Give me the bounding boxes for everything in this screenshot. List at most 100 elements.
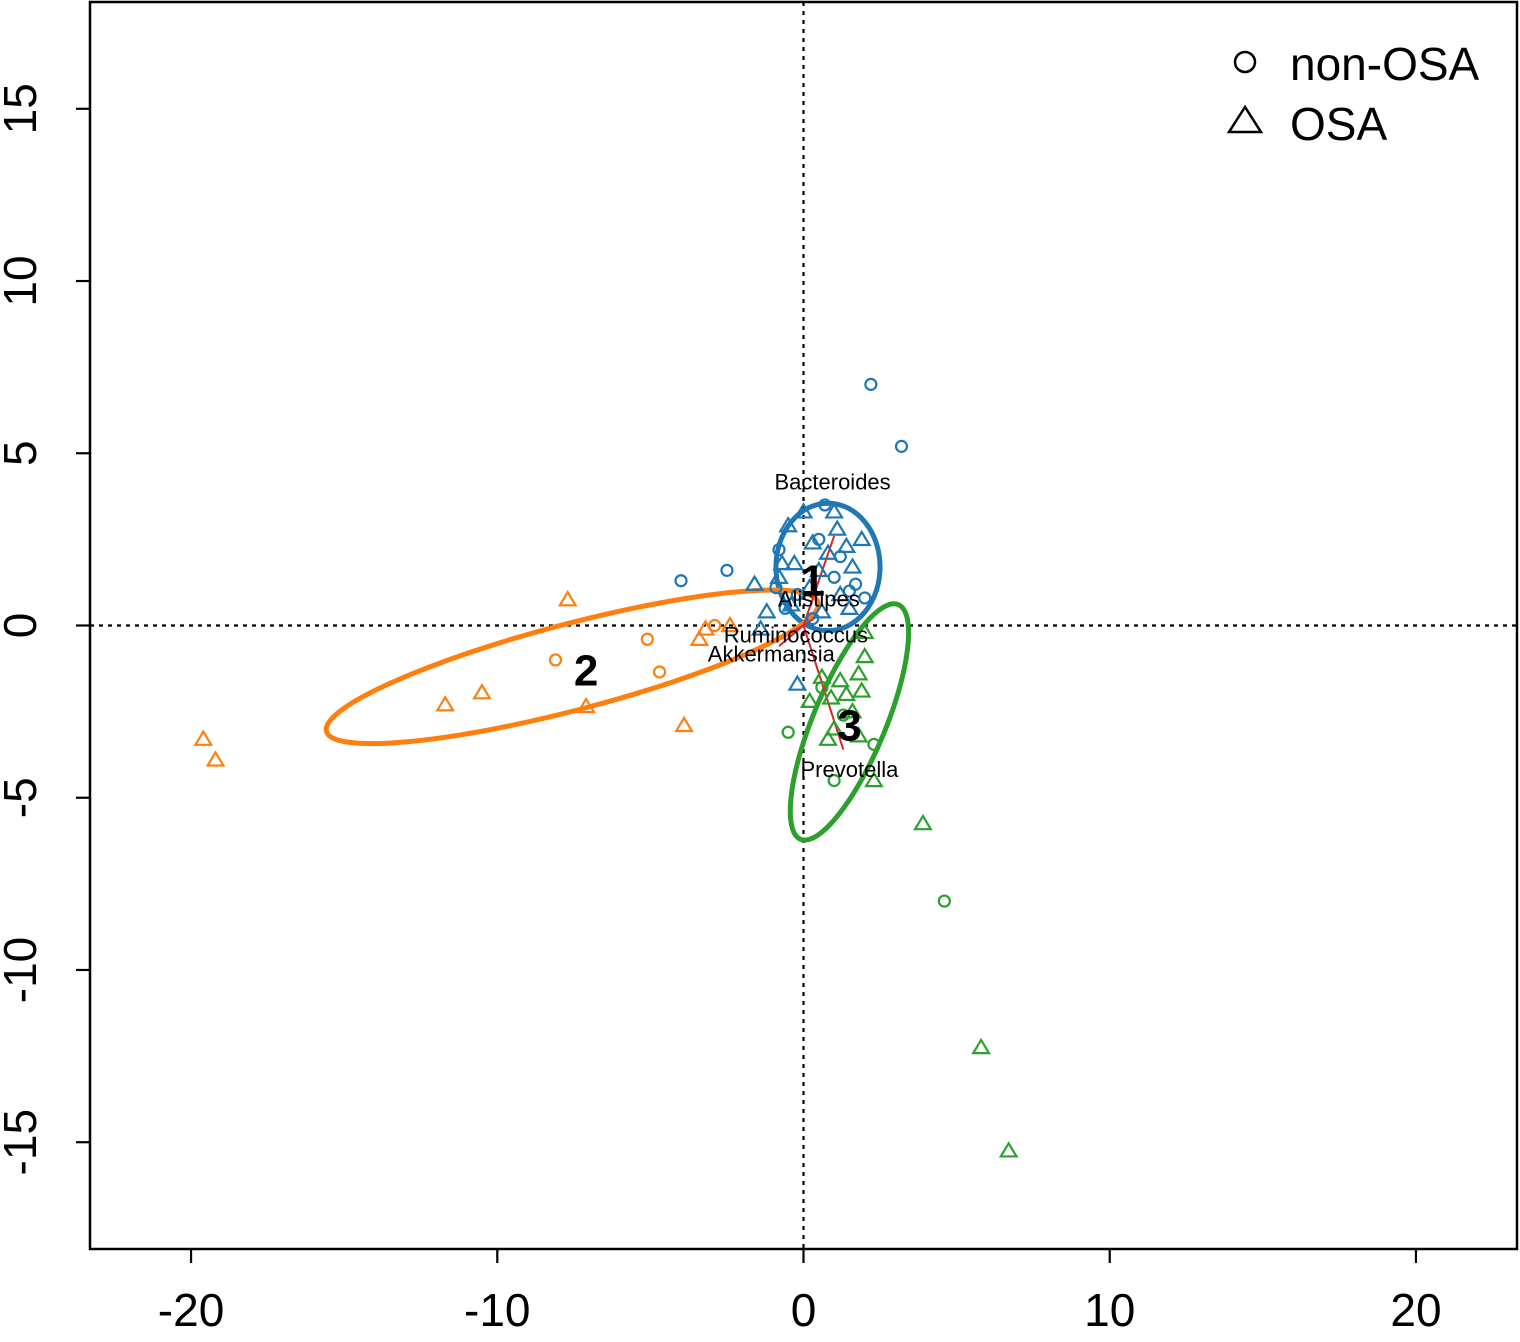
- genus-labels: Bacteroides Alistipes RuminococcusAkkerman…: [708, 469, 899, 782]
- legend: non-OSA OSA: [1226, 38, 1480, 150]
- cluster-2-osa-point-13: [720, 615, 740, 633]
- cluster-3-label: 3: [837, 701, 861, 750]
- cluster-1-non-osa-point-7: [790, 587, 804, 602]
- cluster-3-osa-point-22: [998, 1141, 1019, 1158]
- cluster-1-non-osa-point-1: [894, 439, 909, 453]
- cluster-1-label: 1: [800, 557, 824, 606]
- y-tick-label-0: -15: [0, 1109, 46, 1175]
- cluster-1-osa-point-17: [824, 502, 844, 519]
- cluster-3-osa-point-12: [836, 684, 857, 702]
- cluster-3-osa-point-16: [824, 719, 844, 736]
- x-tick-label-0: -20: [158, 1284, 224, 1336]
- cluster-1-osa-point-35: [787, 674, 808, 691]
- y-tick-label-6: 15: [0, 83, 46, 134]
- cluster-3-osa-point-8: [848, 664, 869, 681]
- cluster-3-non-osa-point-1: [827, 773, 841, 788]
- cluster-3-non-osa-point-5: [836, 708, 850, 722]
- data-points: [193, 377, 1019, 1158]
- loading-arrow-4: [802, 625, 845, 750]
- genus-label-alistipes: Alistipes: [778, 587, 860, 612]
- cluster-2-non-osa-point-0: [640, 632, 654, 646]
- cluster-2-osa-point-5: [205, 750, 226, 767]
- cluster-3-osa-point-11: [851, 681, 872, 698]
- loading-arrow-0: [802, 535, 836, 626]
- cluster-2-osa-point-6: [435, 695, 456, 712]
- cluster-1-osa-point-33: [750, 619, 771, 636]
- cluster-1-non-osa-point-9: [858, 591, 872, 605]
- cluster-labels: 1 2 3: [574, 557, 862, 751]
- x-axis: -20 -10 0 10 20: [158, 1249, 1442, 1336]
- cluster-ellipses: [323, 500, 912, 843]
- cluster-2-label: 2: [574, 646, 598, 695]
- cluster-1-osa-point-30: [830, 584, 851, 602]
- cluster-1-osa-point-20: [851, 529, 872, 547]
- cluster-2-osa-point-10: [674, 715, 694, 733]
- cluster-2-ellipse: [323, 587, 821, 747]
- cluster-3-osa-point-18: [818, 729, 838, 746]
- cluster-3-osa-point-9: [830, 670, 851, 688]
- cluster-1-non-osa-point-4: [720, 563, 734, 577]
- cluster-1-osa-point-24: [784, 553, 805, 571]
- cluster-1-non-osa-point-12: [806, 612, 820, 626]
- cluster-2-osa-point-9: [576, 696, 596, 714]
- y-axis: -15 -10 -5 0 5 10 15: [0, 83, 90, 1175]
- cluster-1-osa-point-21: [802, 533, 823, 550]
- cluster-3-non-osa-point-0: [781, 725, 795, 739]
- cluster-1-non-osa-point-3: [772, 543, 786, 557]
- cluster-2-osa-point-11: [689, 629, 710, 647]
- cluster-1-osa-point-26: [842, 557, 863, 574]
- cluster-1-osa-point-27: [744, 574, 765, 591]
- cluster-1-osa-point-23: [818, 543, 838, 560]
- cluster-3-osa-point-20: [913, 813, 933, 831]
- cluster-1-non-osa-point-2: [818, 498, 832, 512]
- cluster-1-osa-point-19: [827, 519, 848, 536]
- legend-circle-marker: [1233, 50, 1257, 74]
- x-tick-label-1: -10: [464, 1284, 530, 1336]
- y-tick-label-1: -10: [0, 937, 46, 1003]
- cluster-3-non-osa-point-3: [937, 894, 951, 908]
- genus-label-ruminococcus: Ruminococcus: [724, 623, 868, 648]
- cluster-1-osa-point-28: [769, 567, 789, 584]
- cluster-3-osa-point-19: [864, 770, 884, 788]
- x-tick-label-4: 20: [1390, 1284, 1441, 1336]
- cluster-3-osa-point-6: [854, 622, 875, 640]
- cluster-3-osa-point-7: [854, 646, 875, 664]
- genus-label-akkermansia: Akkermansia: [708, 642, 836, 667]
- cluster-1-non-osa-point-5: [674, 574, 688, 588]
- x-tick-label-3: 10: [1084, 1284, 1135, 1336]
- cluster-3-osa-point-14: [799, 691, 820, 709]
- cluster-3-osa-point-10: [812, 667, 832, 684]
- legend-triangle-marker: [1226, 104, 1264, 134]
- loading-arrows: [778, 535, 845, 750]
- cluster-2-osa-point-12: [695, 619, 716, 636]
- cluster-2-non-osa-point-2: [652, 665, 667, 679]
- cluster-1-osa-point-29: [799, 577, 820, 595]
- cluster-1-osa-point-16: [793, 502, 814, 519]
- cluster-1-osa-point-22: [836, 536, 857, 553]
- cluster-2-osa-point-8: [557, 590, 578, 607]
- cluster-3-non-osa-point-2: [867, 737, 881, 751]
- y-tick-label-2: -5: [0, 777, 46, 818]
- cluster-2-non-osa-point-1: [548, 653, 563, 667]
- cluster-1-non-osa-point-0: [864, 377, 878, 391]
- x-tick-label-2: 0: [791, 1284, 817, 1336]
- cluster-3-osa-point-21: [971, 1037, 991, 1055]
- cluster-1-non-osa-point-15: [848, 577, 863, 591]
- cluster-2-osa-point-4: [193, 729, 214, 746]
- cluster-3-ellipse: [787, 601, 912, 843]
- cluster-1-osa-point-31: [756, 602, 777, 619]
- cluster-1-non-osa-point-14: [827, 570, 841, 584]
- y-tick-label-3: 0: [0, 613, 46, 639]
- legend-label-osa: OSA: [1290, 98, 1387, 150]
- y-tick-label-4: 5: [0, 440, 46, 466]
- cluster-3-osa-point-17: [848, 726, 869, 743]
- loading-arrow-3: [778, 624, 805, 647]
- genus-label-prevotella: Prevotella: [801, 757, 900, 782]
- cluster-2-osa-point-7: [472, 683, 492, 700]
- cluster-1-osa-point-25: [808, 560, 829, 578]
- cluster-1-osa-point-37: [772, 553, 792, 571]
- legend-label-non-osa: non-OSA: [1290, 38, 1480, 90]
- cluster-3-osa-point-15: [842, 701, 863, 719]
- cluster-3-osa-point-13: [821, 688, 841, 705]
